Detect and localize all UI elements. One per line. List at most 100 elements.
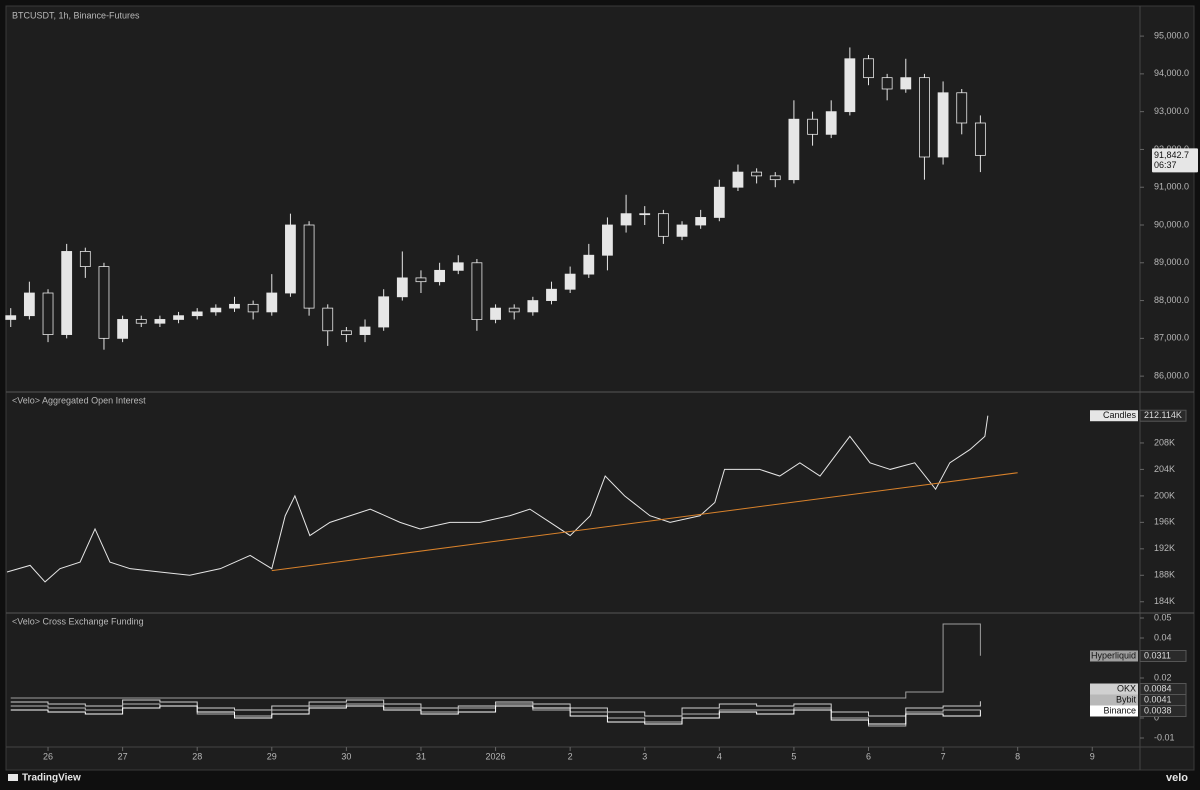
candle-body [229,303,240,309]
candle-body [676,224,688,237]
y-tick-label: 184K [1154,596,1175,606]
candle-body [154,319,166,324]
candle-body [788,118,800,181]
candle-body [881,77,893,90]
trendline [271,472,1018,572]
candle-body [527,300,539,313]
candle-body [79,251,91,267]
countdown-label: 06:37 [1154,160,1177,170]
series-line [6,415,989,583]
y-tick-label: 95,000.0 [1154,30,1189,40]
candle-body [508,307,520,313]
legend-name-box [1090,705,1138,717]
candle-body [639,213,651,216]
x-tick-label: 6 [866,751,871,761]
candle-body [769,175,781,181]
y-tick-label: 94,000.0 [1154,68,1189,78]
candle-body [42,292,54,335]
candle-body [210,307,222,313]
x-tick-label: 3 [642,751,647,761]
candle-body [135,319,147,324]
candle-body [23,292,35,317]
y-tick-label: 88,000.0 [1154,295,1189,305]
legend-value: 212.114K [1144,410,1182,420]
candle-body [825,111,837,135]
candle-body [191,311,203,317]
y-tick-label: 196K [1154,517,1175,527]
candle-body [900,77,912,90]
y-tick-label: 86,000.0 [1154,371,1189,381]
series-line [10,699,981,717]
y-tick-label: 204K [1154,464,1175,474]
y-tick-label: 0.05 [1154,612,1172,622]
x-tick-label: 26 [43,751,53,761]
pane-title: BTCUSDT, 1h, Binance-Futures [12,10,140,20]
series-line [10,705,981,725]
candle-body [415,277,427,283]
chart-frame [5,5,1195,771]
candle-body [620,213,632,226]
candle-body [657,213,669,237]
legend-name: OKX [1117,683,1136,693]
candle-body [378,296,390,328]
candle-body [974,122,986,156]
y-tick-label: 93,000.0 [1154,106,1189,116]
candle-body [583,254,595,275]
legend-name: Candles [1103,410,1137,420]
candle-body [359,326,371,335]
last-price-label: 91,842.7 [1154,150,1189,160]
series-line [10,623,981,699]
x-tick-label: 7 [941,751,946,761]
last-price-box [1152,148,1198,173]
candle-body [61,251,73,335]
y-tick-label: 87,000.0 [1154,333,1189,343]
candle-body [247,303,259,313]
candle-body [564,273,576,290]
candle-body [471,262,483,320]
legend-name-box [1090,694,1138,706]
x-tick-label: 9 [1090,751,1095,761]
legend-name: Hyperliquid [1091,650,1136,660]
candle-body [266,292,278,313]
candle-body [490,307,501,320]
candle-body [303,224,315,309]
candle-body [713,186,725,218]
candle-body [919,77,930,158]
candle-body [340,330,352,335]
y-tick-label: 0.02 [1154,672,1172,682]
x-tick-label: 27 [118,751,128,761]
y-tick-label: 90,000.0 [1154,219,1189,229]
y-tick-label: 188K [1154,570,1175,580]
candle-body [546,288,557,301]
candle-body [732,171,744,188]
legend-value: 0.0038 [1144,705,1172,715]
candle-body [322,307,334,332]
candle-body [695,217,707,226]
candle-body [434,269,446,283]
x-tick-label: 28 [192,751,202,761]
legend-value-box [1139,705,1187,717]
y-tick-label: 0 [1154,712,1159,722]
footer-velo: velo [1166,772,1188,784]
legend-name: Binance [1103,705,1136,715]
candle-body [751,171,763,177]
legend-name: Bybit [1116,694,1137,704]
legend-value: 0.0084 [1144,683,1172,693]
legend-name-box [1090,650,1138,662]
legend-name-box [1090,410,1138,422]
candle-body [5,315,17,320]
x-tick-label: 2 [568,751,573,761]
candle-body [285,224,296,294]
legend-value: 0.0041 [1144,694,1172,704]
candle-body [844,58,856,113]
x-tick-label: 31 [416,751,426,761]
candle-body [863,58,874,79]
candle-body [117,319,129,339]
x-tick-label: 8 [1015,751,1020,761]
candle-body [98,266,110,339]
footer-brand: TradingView [22,773,81,784]
tradingview-logo [8,774,18,781]
candle-body [807,118,818,135]
x-tick-label: 2026 [486,751,506,761]
